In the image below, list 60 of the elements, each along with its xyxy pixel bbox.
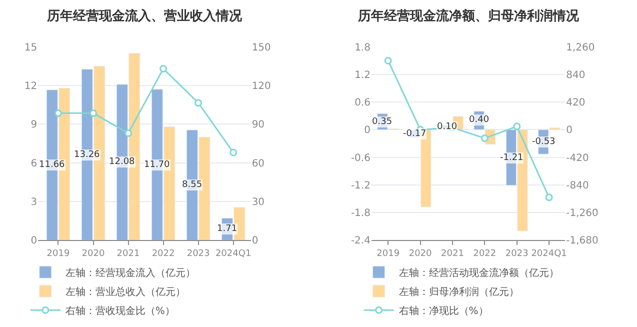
- legend-label: 左轴：经营活动现金流净额（亿元）: [398, 267, 559, 279]
- data-label: 13.26: [74, 150, 100, 160]
- x-tick-label: 2019: [46, 248, 70, 259]
- y2-tick-label: 0: [566, 125, 573, 136]
- y-tick-label: 1.8: [354, 42, 370, 54]
- x-tick-label: 2023: [186, 248, 210, 259]
- y2-tick-label: -1,680: [566, 236, 598, 247]
- data-label: 0.35: [372, 117, 392, 127]
- y-tick-label: 3: [30, 196, 38, 208]
- x-tick-label: 2020: [408, 248, 432, 259]
- y2-tick-label: -420: [566, 152, 589, 164]
- x-tick-label: 2024Q1: [215, 248, 252, 259]
- data-label: -0.17: [403, 129, 426, 139]
- data-label: -1.21: [500, 153, 524, 163]
- y-tick-label: 12: [24, 80, 38, 92]
- data-label: 12.08: [109, 157, 136, 167]
- x-tick-label: 2020: [82, 248, 105, 259]
- x-tick-label: 2023: [505, 248, 528, 259]
- legend-label: 左轴：归母净利润（亿元）: [398, 286, 519, 298]
- data-label: 1.71: [217, 224, 238, 234]
- x-tick-label: 2024Q1: [531, 248, 567, 259]
- y-tick-label: -1.8: [350, 208, 370, 220]
- y-tick-label: 9: [30, 120, 38, 131]
- data-label: 11.66: [39, 160, 66, 170]
- data-label: 0.40: [469, 115, 490, 125]
- y2-tick-label: -1,260: [566, 208, 598, 220]
- legend-label: 右轴：营收现金比（%）: [65, 305, 175, 317]
- x-tick-label: 2019: [376, 248, 400, 259]
- y-tick-label: 15: [24, 42, 38, 54]
- y-tick-label: -2.4: [350, 236, 370, 247]
- y-tick-label: -0.6: [350, 152, 370, 164]
- y-tick-label: 0.6: [354, 98, 370, 109]
- y-tick-label: -1.2: [350, 180, 370, 192]
- legend-label: 右轴：净现比（%）: [398, 305, 488, 317]
- y2-tick-label: 90: [252, 120, 265, 131]
- data-label: -0.53: [532, 137, 556, 147]
- x-tick-label: 2022: [152, 248, 175, 259]
- y2-tick-label: 1,260: [566, 42, 595, 54]
- x-tick-label: 2021: [116, 248, 140, 259]
- chart-title: 历年经营现金流入、营业收入情况: [46, 8, 243, 24]
- data-label: 0.10: [437, 122, 458, 132]
- y2-tick-label: 420: [566, 98, 586, 109]
- y2-tick-label: 30: [252, 196, 265, 208]
- chart-title: 历年经营现金流净额、归母净利润情况: [357, 8, 580, 24]
- data-label: 11.70: [144, 160, 170, 170]
- y2-tick-label: 0: [252, 236, 258, 247]
- y2-tick-label: 120: [252, 80, 271, 92]
- legend-label: 左轴：营业总收入（亿元）: [65, 286, 186, 298]
- data-label: 8.55: [182, 180, 202, 190]
- x-tick-label: 2022: [473, 248, 496, 259]
- y-tick-label: 0: [364, 125, 370, 136]
- y2-tick-label: 840: [566, 70, 586, 81]
- y-tick-label: 1.2: [354, 70, 370, 81]
- y2-tick-label: 150: [252, 42, 271, 54]
- y2-tick-label: 60: [252, 158, 265, 170]
- y-tick-label: 0: [30, 236, 38, 247]
- x-tick-label: 2021: [441, 248, 464, 259]
- y-tick-label: 6: [30, 158, 38, 170]
- legend-label: 左轴：经营现金流入（亿元）: [65, 267, 196, 279]
- y2-tick-label: -840: [566, 180, 589, 192]
